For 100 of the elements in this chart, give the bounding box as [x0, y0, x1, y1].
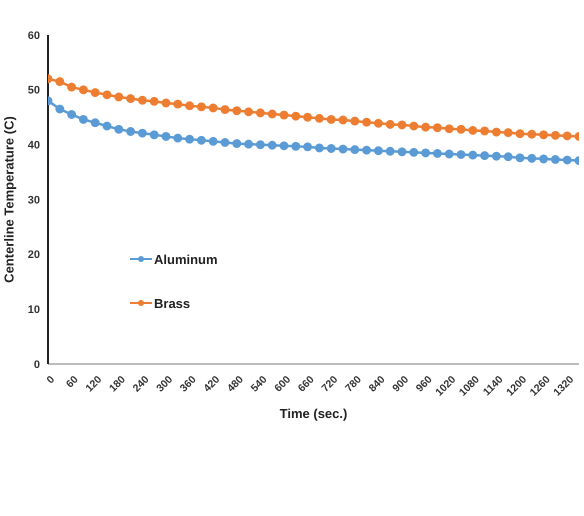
point	[456, 124, 466, 134]
point	[516, 153, 524, 162]
point	[303, 142, 312, 152]
x-tick-label: 780	[343, 374, 364, 394]
point	[432, 123, 442, 132]
y-tick-label: 10	[28, 304, 40, 316]
point	[268, 140, 277, 150]
y-tick-label: 40	[28, 140, 40, 152]
point	[150, 96, 159, 106]
point	[338, 144, 348, 154]
point	[504, 128, 513, 138]
point	[268, 110, 277, 118]
point	[90, 118, 100, 128]
point	[138, 128, 147, 138]
x-tick-label: 0	[44, 373, 58, 386]
point	[516, 129, 524, 138]
point	[374, 118, 383, 128]
point	[338, 116, 348, 124]
x-tick-label: 360	[178, 374, 199, 394]
x-tick-label: 480	[225, 374, 246, 394]
point	[173, 134, 182, 143]
point	[244, 107, 254, 116]
point	[303, 112, 312, 122]
point	[421, 148, 430, 158]
point	[102, 90, 112, 100]
point	[78, 85, 88, 94]
point	[78, 114, 88, 124]
point	[173, 100, 182, 109]
point	[232, 139, 242, 148]
x-tick-label: 240	[130, 374, 152, 394]
point	[220, 138, 230, 147]
point	[55, 104, 64, 114]
point	[291, 112, 300, 121]
point	[527, 154, 536, 163]
point	[314, 144, 324, 152]
point	[280, 110, 288, 120]
point	[162, 98, 170, 108]
legend-label: Aluminum	[154, 252, 218, 266]
x-tick-label: 840	[366, 374, 388, 394]
point	[468, 150, 478, 160]
point	[114, 124, 124, 134]
y-axis-title: Centerline Temperature (C)	[2, 116, 17, 283]
point	[550, 155, 560, 164]
point	[67, 110, 76, 119]
point	[150, 130, 159, 140]
point	[421, 122, 430, 132]
point	[55, 77, 64, 86]
point	[314, 114, 324, 123]
point	[539, 154, 548, 164]
point	[504, 152, 513, 162]
point	[386, 146, 395, 156]
point	[492, 152, 501, 161]
point	[244, 140, 254, 149]
point	[374, 146, 383, 156]
point	[326, 144, 336, 153]
point	[480, 151, 490, 160]
point	[409, 122, 418, 130]
point	[185, 101, 194, 110]
point	[350, 145, 360, 154]
point	[444, 124, 454, 134]
point	[138, 96, 147, 105]
point	[527, 130, 536, 139]
x-tick-label: 60	[64, 373, 81, 390]
y-tick-label: 30	[28, 194, 40, 206]
x-tick-label: 660	[296, 374, 317, 394]
point	[398, 147, 406, 156]
point	[539, 130, 548, 140]
point	[162, 132, 170, 141]
y-tick-label: 0	[34, 358, 40, 371]
point	[444, 150, 454, 158]
point	[409, 148, 418, 157]
point	[326, 114, 336, 124]
y-tick-label: 50	[28, 84, 40, 97]
point	[456, 150, 466, 159]
point	[562, 131, 572, 140]
point	[256, 140, 265, 150]
y-tick-label: 20	[28, 249, 40, 262]
point	[350, 116, 360, 126]
point	[362, 118, 372, 127]
point	[256, 108, 265, 118]
legend-label: Brass	[154, 296, 190, 310]
point	[562, 156, 572, 164]
point	[398, 120, 406, 130]
x-tick-label: 600	[272, 374, 294, 394]
x-tick-label: 720	[319, 374, 340, 394]
point	[468, 126, 478, 135]
point	[102, 122, 112, 130]
point	[432, 148, 442, 158]
point	[90, 88, 100, 98]
point	[550, 130, 560, 140]
x-tick-label: 540	[248, 374, 270, 394]
point	[208, 103, 218, 112]
point	[126, 127, 136, 136]
point	[220, 105, 230, 114]
point	[492, 128, 501, 137]
point	[291, 142, 300, 151]
point	[196, 102, 206, 112]
point	[386, 120, 395, 129]
point	[185, 134, 194, 144]
x-tick-label: 120	[83, 374, 104, 394]
